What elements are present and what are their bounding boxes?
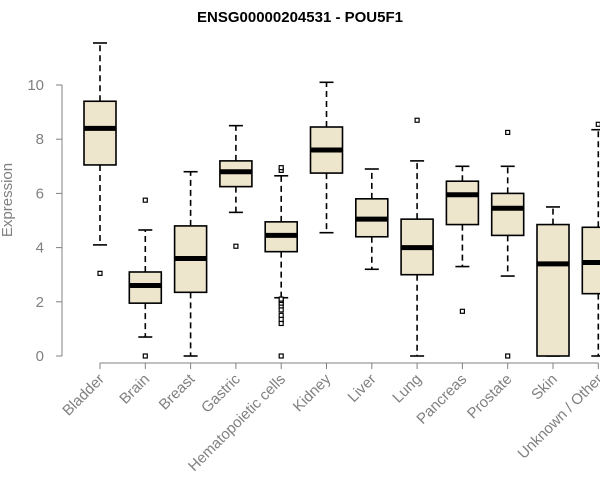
y-tick-label: 0 xyxy=(36,348,44,365)
iqr-box xyxy=(83,100,117,166)
y-axis: 0 2 4 6 8 10 xyxy=(27,77,63,365)
x-tick-label: Kidney xyxy=(290,370,335,415)
outlier-point xyxy=(278,165,284,171)
y-tick-label: 8 xyxy=(36,131,44,148)
box-group xyxy=(83,42,117,276)
outlier-point xyxy=(278,353,284,359)
x-tick-label: Bladder xyxy=(59,371,108,420)
boxes-layer xyxy=(83,42,600,359)
box-group xyxy=(219,124,253,249)
outlier-point xyxy=(505,353,511,359)
box-group xyxy=(536,206,570,357)
outlier-point xyxy=(459,308,465,314)
box-group xyxy=(309,81,344,234)
outlier-point xyxy=(595,121,600,127)
outlier-point xyxy=(142,353,148,359)
box-group xyxy=(581,121,600,357)
x-tick-label: Liver xyxy=(345,371,380,406)
box-group xyxy=(445,165,480,314)
y-tick-label: 2 xyxy=(36,294,44,311)
box-group xyxy=(354,168,389,271)
outlier-point xyxy=(233,243,239,249)
outlier-point xyxy=(278,320,284,327)
outlier-point xyxy=(278,312,284,318)
y-tick-label: 6 xyxy=(36,185,44,202)
y-tick-label: 10 xyxy=(27,77,44,94)
box-group xyxy=(128,197,163,359)
iqr-box xyxy=(490,192,525,237)
outlier-point xyxy=(278,296,284,302)
box-group xyxy=(173,170,208,357)
y-axis-label: Expression xyxy=(0,163,16,237)
outlier-point xyxy=(278,316,284,323)
x-tick-label: Prostate xyxy=(464,371,516,423)
y-tick-label: 4 xyxy=(36,240,44,257)
outlier-point xyxy=(278,307,284,313)
x-tick-label: Brain xyxy=(116,371,153,408)
box-group xyxy=(490,129,525,359)
box-group xyxy=(264,165,299,359)
outlier-point xyxy=(414,117,420,123)
x-tick-label: Lung xyxy=(389,371,425,407)
x-tick-label: Pancreas xyxy=(413,371,470,428)
chart-title: ENSG00000204531 - POU5F1 xyxy=(197,9,403,26)
x-tick-label: Breast xyxy=(156,370,199,413)
outlier-point xyxy=(97,270,103,276)
iqr-box xyxy=(536,223,570,357)
outlier-point xyxy=(505,129,511,136)
x-tick-label: Skin xyxy=(528,371,561,404)
iqr-box xyxy=(445,180,480,226)
outlier-point xyxy=(142,197,148,203)
box-group xyxy=(400,117,434,357)
